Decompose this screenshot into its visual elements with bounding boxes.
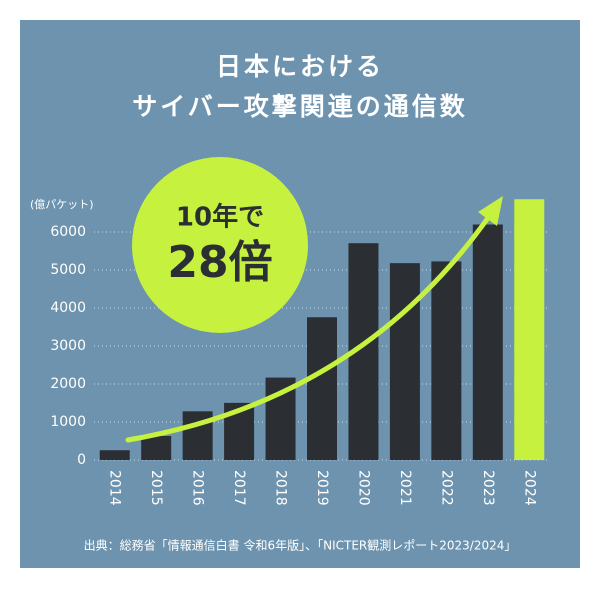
x-tick-label: 2020 — [355, 470, 371, 506]
source: 出典：総務省「情報通信白書 令和6年版」、「NICTER観測レポート2023/2… — [84, 538, 517, 553]
x-tick-label: 2019 — [314, 470, 330, 506]
bar — [99, 450, 130, 460]
y-tick-label: 1000 — [50, 414, 86, 430]
y-axis-label: (億パケット) — [30, 198, 94, 211]
x-tick-label: 2021 — [397, 470, 413, 506]
bar — [307, 317, 337, 460]
bar — [389, 263, 420, 460]
bar — [431, 261, 462, 460]
x-tick-label: 2023 — [480, 470, 496, 506]
bar — [472, 224, 503, 460]
x-tick-label: 2024 — [521, 470, 537, 506]
x-tick-label: 2018 — [273, 470, 289, 506]
y-tick-label: 3000 — [50, 338, 86, 354]
bar — [141, 435, 172, 460]
arrow-head — [478, 196, 503, 226]
annotation-text: 10年で — [176, 202, 264, 233]
x-tick-label: 2014 — [107, 470, 123, 506]
y-tick-label: 2000 — [50, 376, 86, 392]
y-tick-label: 6000 — [50, 224, 86, 240]
y-tick-label: 0 — [77, 452, 86, 468]
x-tick-label: 2015 — [148, 470, 164, 506]
chart-title: 日本における — [216, 52, 384, 81]
trend-arrow — [125, 212, 493, 443]
x-tick-label: 2016 — [190, 470, 206, 506]
annotation-text: 28倍 — [167, 237, 272, 288]
y-tick-label: 5000 — [50, 262, 86, 278]
annotation-circle — [132, 157, 308, 333]
chart-title: サイバー攻撃関連の通信数 — [132, 92, 468, 121]
x-tick-label: 2022 — [438, 470, 454, 506]
bar — [514, 199, 545, 460]
y-tick-label: 4000 — [50, 300, 86, 316]
x-tick-label: 2017 — [231, 470, 247, 506]
